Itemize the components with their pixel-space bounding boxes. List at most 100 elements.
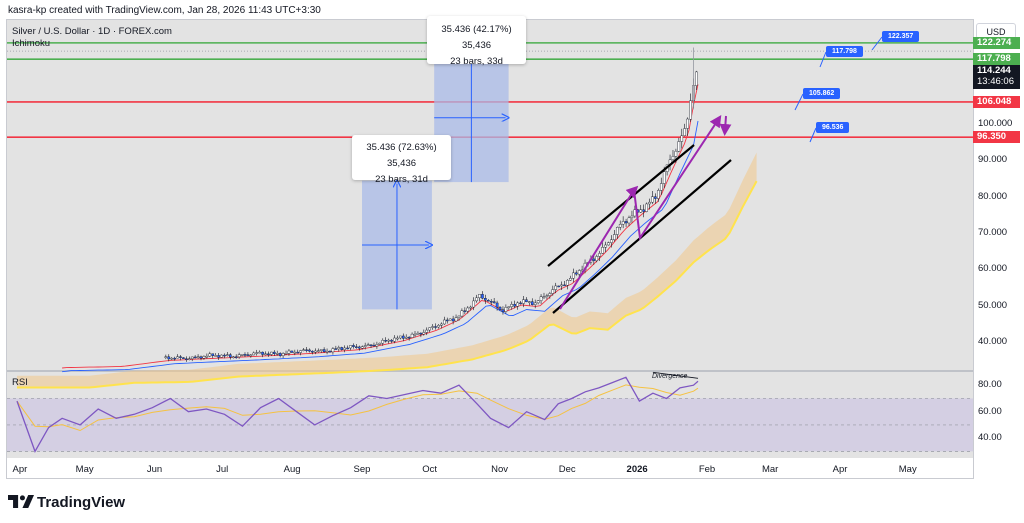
time-axis-tick: Nov — [491, 464, 509, 475]
candle-body — [267, 353, 270, 356]
price-level-tag: 106.048 — [973, 95, 1020, 108]
candle-body — [226, 354, 229, 356]
candle-body — [504, 307, 508, 312]
time-axis-tick: May — [898, 464, 917, 475]
candle-body — [501, 309, 505, 312]
candle-body — [443, 319, 446, 325]
candle-body — [193, 356, 197, 359]
candle-body — [410, 333, 414, 338]
candle-body — [533, 302, 537, 305]
candle-body — [346, 347, 349, 350]
candle-body — [484, 298, 487, 301]
candle-body — [457, 315, 461, 318]
candle-body — [522, 299, 525, 304]
candle-body — [686, 118, 689, 129]
candle-body — [255, 352, 259, 354]
time-axis-tick: Jul — [216, 464, 229, 475]
candle-body — [615, 227, 619, 235]
candle-body — [618, 224, 622, 228]
candle-body — [229, 354, 232, 358]
candle-body — [563, 284, 566, 287]
candle-body — [495, 302, 499, 308]
candle-body — [237, 354, 241, 358]
price-axis-tick: 80.000 — [978, 190, 1008, 202]
candle-body — [654, 196, 657, 199]
candle-body — [610, 239, 613, 243]
attribution-text: kasra-kp created with TradingView.com, J… — [8, 5, 321, 16]
divergence-label: Divergence — [652, 373, 688, 380]
time-axis-tick: Dec — [558, 464, 576, 475]
candle-body — [642, 209, 645, 212]
candle-body — [645, 203, 648, 212]
candle-body — [516, 302, 519, 307]
ichimoku-span-b — [17, 180, 758, 389]
candle-body — [489, 301, 493, 303]
candle-body — [328, 350, 332, 353]
candle-body — [481, 294, 484, 299]
candle-body — [451, 318, 455, 322]
projection-arrow — [559, 114, 722, 310]
candle-body — [440, 323, 443, 326]
candle-body — [387, 339, 390, 342]
candle-body — [208, 353, 212, 357]
candle-body — [659, 183, 663, 191]
candle-body — [595, 256, 599, 261]
candle-body — [334, 348, 338, 350]
time-axis-tick: Aug — [283, 464, 301, 475]
measure-2-line2: 23 bars, 33d — [450, 56, 503, 67]
candle-body — [416, 332, 420, 335]
time-axis-tick: Feb — [698, 464, 716, 475]
pane-separator[interactable] — [7, 370, 973, 372]
candle-body — [190, 356, 194, 359]
candle-body — [513, 304, 516, 307]
candle-body — [287, 350, 291, 354]
candle-body — [486, 300, 490, 302]
rsi-axis-tick: 40.00 — [978, 432, 1002, 444]
candle-body — [296, 351, 300, 354]
candle-body — [404, 336, 408, 339]
tradingview-logo: TradingView — [8, 494, 125, 511]
target-callout-4[interactable]: 96.536 — [816, 122, 850, 133]
candle-body — [261, 351, 264, 355]
candle-body — [569, 278, 572, 281]
time-axis-tick: Oct — [422, 464, 438, 475]
projection-arrow-head — [625, 185, 639, 199]
candle-body — [240, 354, 244, 356]
candle-body — [542, 296, 546, 298]
price-axis-tick: 40.000 — [978, 336, 1008, 348]
candle-body — [369, 344, 373, 346]
target-callout-3[interactable]: 105.862 — [803, 88, 841, 99]
measure-2-line1: 35.436 (42.17%) 35,436 — [441, 24, 512, 51]
candle-body — [272, 351, 276, 354]
candle-body — [413, 333, 417, 336]
candle-body — [311, 350, 314, 353]
candle-body — [525, 299, 528, 303]
callout-pointer — [819, 51, 827, 68]
candle-body — [539, 296, 543, 301]
candle-body — [182, 357, 185, 359]
candle-body — [290, 350, 294, 353]
target-callout-1[interactable]: 122.357 — [882, 31, 920, 42]
candle-body — [407, 336, 411, 339]
candle-body — [205, 355, 209, 358]
candle-body — [689, 100, 692, 120]
candle-body — [437, 325, 440, 328]
ichimoku-base-line — [62, 120, 699, 373]
candle-body — [223, 354, 226, 357]
candle-body — [202, 356, 206, 359]
candle-body — [375, 344, 379, 347]
candle-body — [519, 302, 522, 305]
rsi-line — [16, 376, 699, 453]
candle-body — [264, 353, 267, 356]
measure-info-box-1: 35.436 (72.63%) 35,436 23 bars, 31d — [352, 135, 451, 185]
candle-body — [164, 356, 168, 358]
candle-body — [613, 234, 616, 240]
rsi-axis-tick: 80.00 — [978, 379, 1002, 391]
candle-body — [445, 319, 449, 322]
candle-body — [343, 347, 346, 350]
target-callout-2[interactable]: 117.798 — [826, 46, 863, 57]
measure-info-box-2: 35.436 (42.17%) 35,436 23 bars, 33d — [427, 16, 526, 67]
current-price-tag: 114.244 13:46:06 — [973, 65, 1020, 90]
candle-body — [536, 300, 540, 304]
price-axis-tick: 50.000 — [978, 299, 1008, 311]
